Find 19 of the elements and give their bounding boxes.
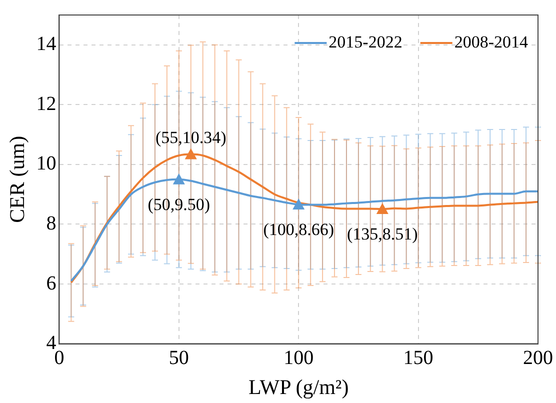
y-tick-label: 4 (46, 332, 56, 354)
x-tick-label: 200 (523, 347, 553, 370)
y-tick-label: 6 (46, 272, 56, 294)
legend-label: 2015-2022 (328, 32, 402, 52)
y-tick-label: 8 (46, 212, 56, 234)
legend-label: 2008-2014 (454, 32, 528, 52)
annotation: (135,8.51) (346, 224, 418, 244)
y-tick-label: 14 (36, 33, 56, 56)
y-tick-label: 12 (36, 92, 56, 115)
x-tick-label: 150 (403, 347, 434, 370)
x-tick-label: 100 (284, 347, 314, 370)
y-tick-label: 10 (36, 152, 56, 175)
annotation: (55,10.34) (155, 128, 226, 147)
x-axis-title: LWP (g/m²) (248, 374, 349, 399)
x-tick-label: 50 (168, 347, 189, 370)
x-tick-label: 0 (54, 347, 64, 370)
annotation: (50,9.50) (148, 194, 210, 214)
annotation: (100,8.66) (263, 220, 334, 239)
y-axis-title: CER (um) (5, 136, 30, 223)
